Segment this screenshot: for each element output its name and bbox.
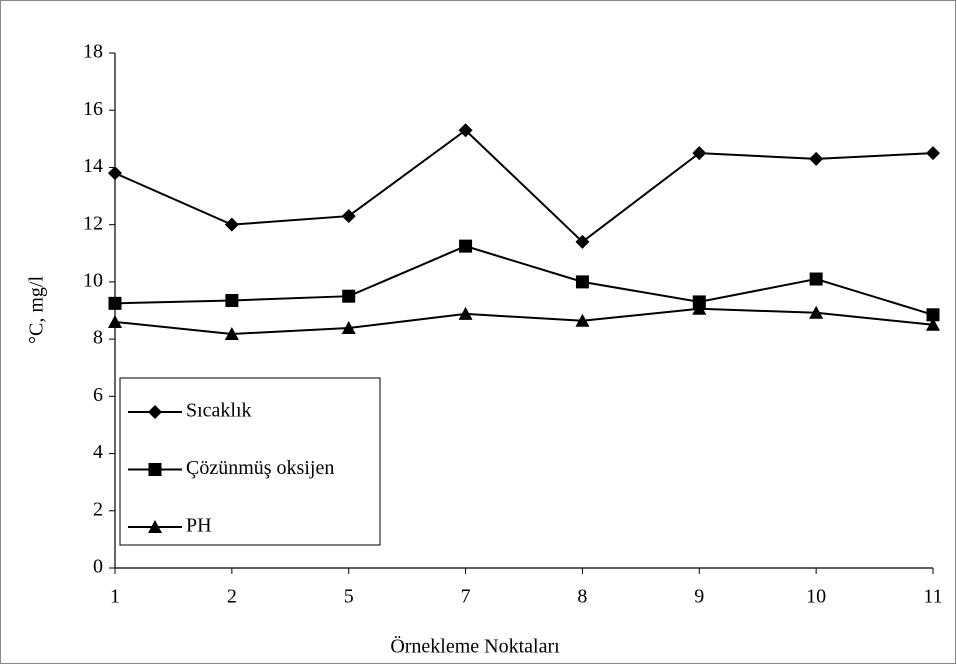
- marker: [809, 272, 823, 286]
- y-tick-label: 18: [83, 41, 103, 63]
- y-tick-label: 2: [93, 498, 103, 520]
- x-tick-label: 5: [344, 586, 354, 608]
- x-tick-label: 1: [110, 586, 120, 608]
- legend-label: Sıcaklık: [186, 400, 252, 422]
- y-tick-label: 8: [93, 327, 103, 349]
- x-tick-label: 9: [694, 586, 704, 608]
- marker: [692, 146, 707, 161]
- legend-label: Çözünmüş oksijen: [186, 457, 334, 479]
- x-tick-label: 2: [227, 586, 237, 608]
- y-tick-label: 14: [83, 155, 103, 177]
- marker: [225, 293, 239, 307]
- y-axis-title: °C, mg/l: [26, 276, 48, 344]
- marker: [224, 217, 239, 232]
- marker: [926, 146, 940, 161]
- marker: [108, 296, 122, 310]
- marker: [342, 289, 356, 303]
- y-tick-label: 0: [93, 556, 103, 578]
- series-line: [114, 307, 934, 335]
- marker: [575, 313, 590, 327]
- y-tick-label: 12: [83, 212, 103, 234]
- x-tick-label: 10: [806, 586, 826, 608]
- y-tick-label: 10: [83, 269, 103, 291]
- marker: [575, 234, 590, 249]
- marker: [692, 301, 707, 315]
- series-line: [114, 128, 934, 244]
- y-tick-label: 6: [93, 384, 103, 406]
- marker: [575, 275, 589, 289]
- x-axis-title: Örnekleme Noktaları: [390, 635, 560, 658]
- x-tick-label: 8: [577, 586, 587, 608]
- y-tick-label: 4: [93, 441, 103, 463]
- legend-label: PH: [186, 515, 212, 537]
- y-tick-label: 16: [83, 98, 103, 120]
- marker: [341, 320, 356, 334]
- marker: [148, 463, 162, 476]
- marker: [148, 520, 162, 533]
- legend-box: [119, 377, 381, 546]
- marker: [459, 239, 473, 253]
- marker: [108, 314, 122, 328]
- x-tick-label: 7: [461, 586, 471, 608]
- marker: [458, 306, 473, 320]
- marker: [341, 209, 356, 224]
- marker: [809, 305, 824, 319]
- marker: [108, 166, 122, 181]
- marker: [926, 317, 940, 331]
- marker: [809, 151, 824, 166]
- marker: [224, 326, 239, 340]
- marker: [148, 405, 162, 419]
- marker: [926, 308, 940, 322]
- x-tick-label: 11: [923, 586, 942, 608]
- marker: [458, 123, 473, 138]
- series-line: [114, 245, 934, 316]
